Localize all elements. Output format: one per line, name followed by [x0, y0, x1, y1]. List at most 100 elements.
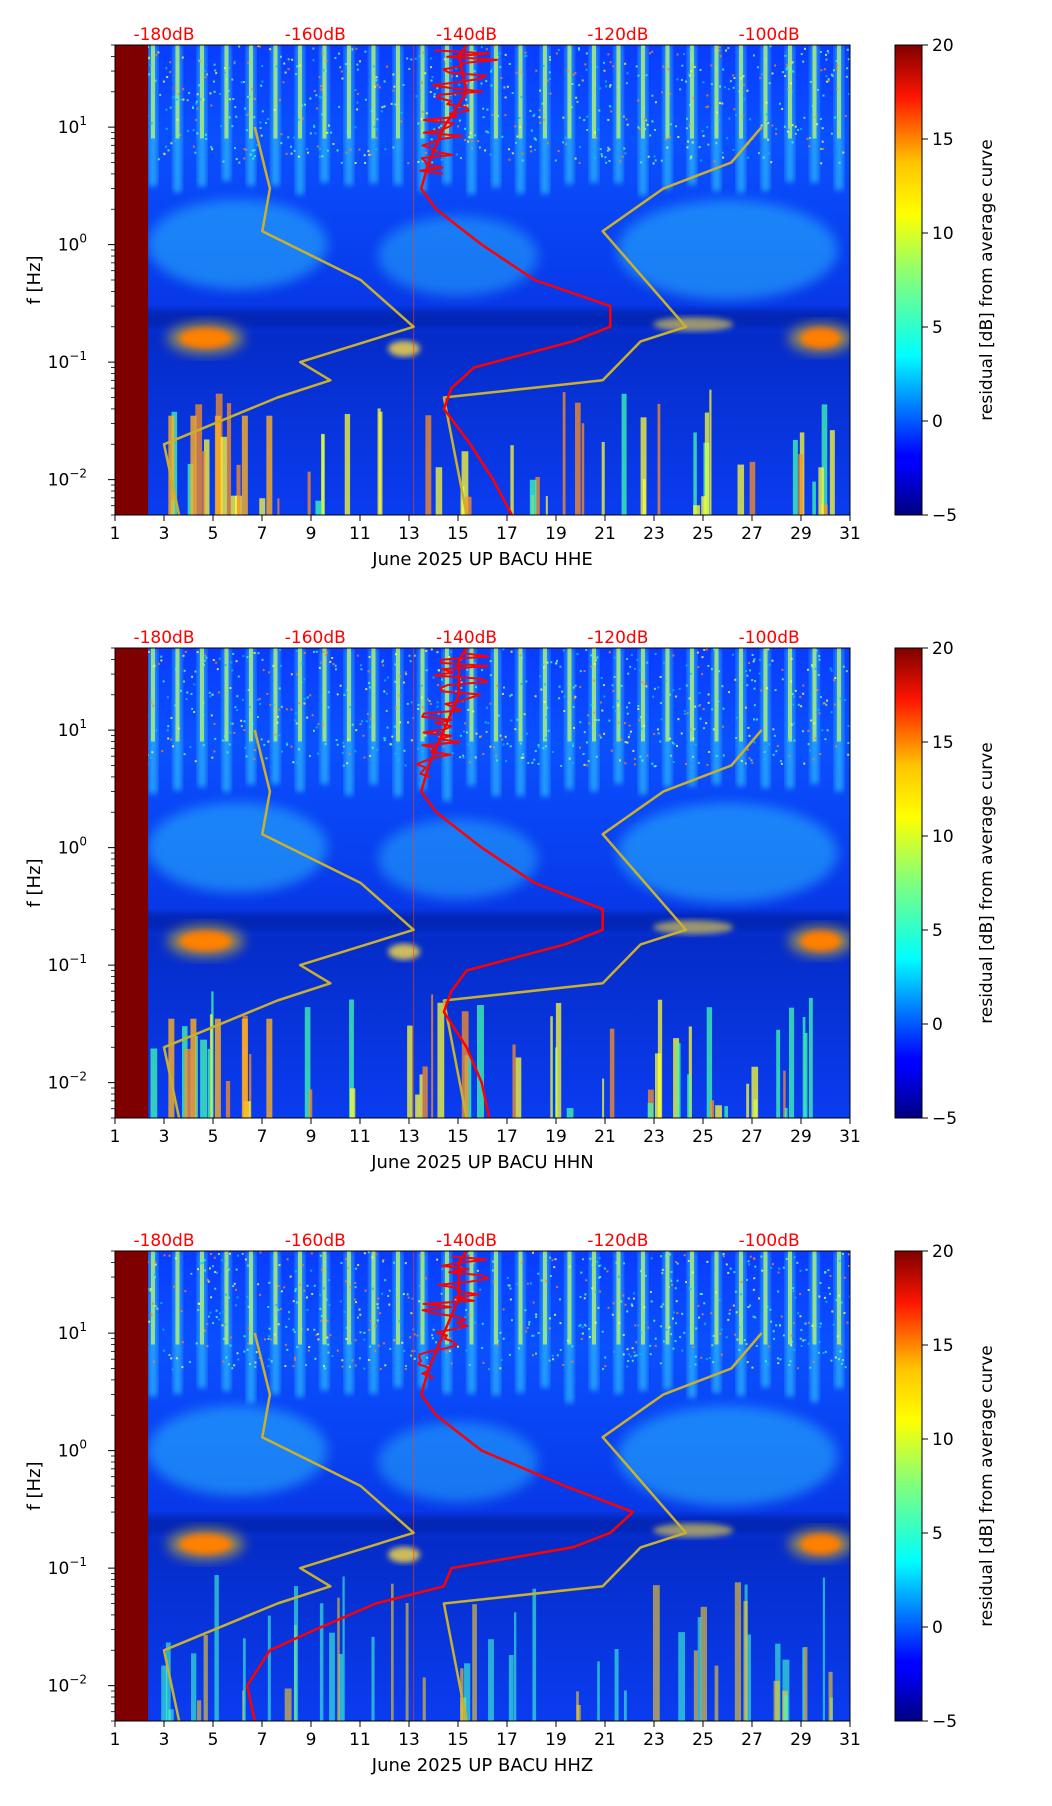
noise-speckle [774, 64, 777, 67]
noise-speckle [722, 156, 725, 159]
y-tick-label: 100 [58, 232, 87, 256]
noise-speckle [471, 80, 474, 83]
day-stripe-core [640, 648, 645, 742]
noise-speckle [620, 738, 623, 741]
noise-speckle [794, 132, 797, 135]
low-freq-spike [677, 1043, 681, 1118]
noise-speckle [625, 82, 628, 85]
noise-speckle [535, 69, 538, 72]
noise-speckle [742, 83, 745, 86]
noise-speckle [247, 113, 250, 116]
noise-speckle [624, 741, 627, 744]
noise-speckle [774, 689, 777, 692]
y-tick-exponent: 1 [79, 114, 87, 128]
noise-speckle [449, 729, 452, 732]
noise-speckle [402, 83, 405, 86]
noise-speckle [172, 96, 175, 99]
day-stripe-core [591, 1251, 596, 1345]
noise-speckle [331, 1354, 334, 1357]
noise-speckle [431, 161, 434, 164]
colorbar-tick-label: 0 [932, 412, 943, 432]
noise-speckle [601, 709, 604, 712]
noise-speckle [734, 678, 737, 681]
noise-speckle [235, 1288, 238, 1291]
noise-speckle [151, 751, 154, 754]
y-tick-exponent: 1 [79, 717, 87, 731]
noise-speckle [785, 1258, 788, 1261]
noise-speckle [253, 116, 256, 119]
noise-speckle [481, 669, 484, 672]
noise-speckle [346, 1267, 349, 1270]
noise-speckle [685, 664, 688, 667]
noise-speckle [394, 663, 397, 666]
noise-speckle [298, 1283, 301, 1286]
noise-speckle [153, 1276, 156, 1279]
noise-speckle [149, 756, 152, 759]
day-stripe-core [616, 1251, 621, 1345]
low-freq-spike [422, 1677, 426, 1721]
noise-speckle [745, 670, 748, 673]
noise-speckle [292, 761, 295, 764]
noise-speckle [751, 761, 754, 764]
noise-speckle [531, 1334, 534, 1337]
noise-speckle [365, 688, 368, 691]
noise-speckle [650, 1300, 653, 1303]
low-freq-spike [784, 1107, 788, 1118]
noise-speckle [209, 1267, 212, 1270]
noise-speckle [387, 1295, 390, 1298]
noise-speckle [643, 118, 646, 121]
low-freq-spike [338, 1653, 343, 1721]
hot-spot-halo [167, 925, 244, 958]
noise-speckle [249, 712, 252, 715]
noise-speckle [668, 136, 671, 139]
noise-speckle [574, 684, 577, 687]
noise-speckle [327, 691, 330, 694]
noise-speckle [811, 664, 814, 667]
noise-speckle [451, 752, 454, 755]
noise-speckle [823, 1296, 826, 1299]
low-freq-spike [782, 1659, 790, 1721]
noise-speckle [346, 762, 349, 765]
colorbar-label: residual [dB] from average curve [977, 1345, 997, 1626]
noise-speckle [274, 733, 277, 736]
noise-speckle [626, 1365, 629, 1368]
noise-speckle [613, 656, 616, 659]
x-tick-label: 29 [790, 524, 812, 544]
noise-speckle [325, 59, 328, 62]
day-stripe-core [542, 45, 547, 139]
noise-speckle [622, 1262, 625, 1265]
noise-speckle [323, 56, 326, 59]
noise-speckle [298, 748, 301, 751]
noise-speckle [637, 705, 640, 708]
noise-speckle [448, 1337, 451, 1340]
noise-speckle [770, 1266, 773, 1269]
noise-speckle [591, 1287, 594, 1290]
noise-speckle [292, 1300, 295, 1303]
noise-speckle [160, 655, 163, 658]
noise-speckle [686, 146, 689, 149]
noise-speckle [363, 1367, 366, 1370]
noise-speckle [495, 1256, 498, 1259]
noise-speckle [825, 80, 828, 83]
noise-speckle [772, 728, 775, 731]
noise-speckle [257, 45, 260, 48]
noise-speckle [243, 148, 246, 151]
noise-speckle [194, 760, 197, 763]
noise-speckle [446, 1287, 449, 1290]
noise-speckle [844, 115, 847, 118]
colorbar-tick-label: 0 [932, 1618, 943, 1638]
noise-speckle [280, 705, 283, 708]
noise-speckle [170, 142, 173, 145]
noise-speckle [534, 148, 537, 151]
noise-speckle [264, 121, 267, 124]
noise-speckle [534, 750, 537, 753]
noise-speckle [539, 121, 542, 124]
noise-speckle [447, 123, 450, 126]
low-freq-spike [621, 393, 627, 515]
noise-speckle [478, 146, 481, 149]
low-freq-spike [405, 1602, 409, 1721]
noise-speckle [215, 1316, 218, 1319]
noise-speckle [779, 760, 782, 763]
noise-speckle [606, 149, 609, 152]
